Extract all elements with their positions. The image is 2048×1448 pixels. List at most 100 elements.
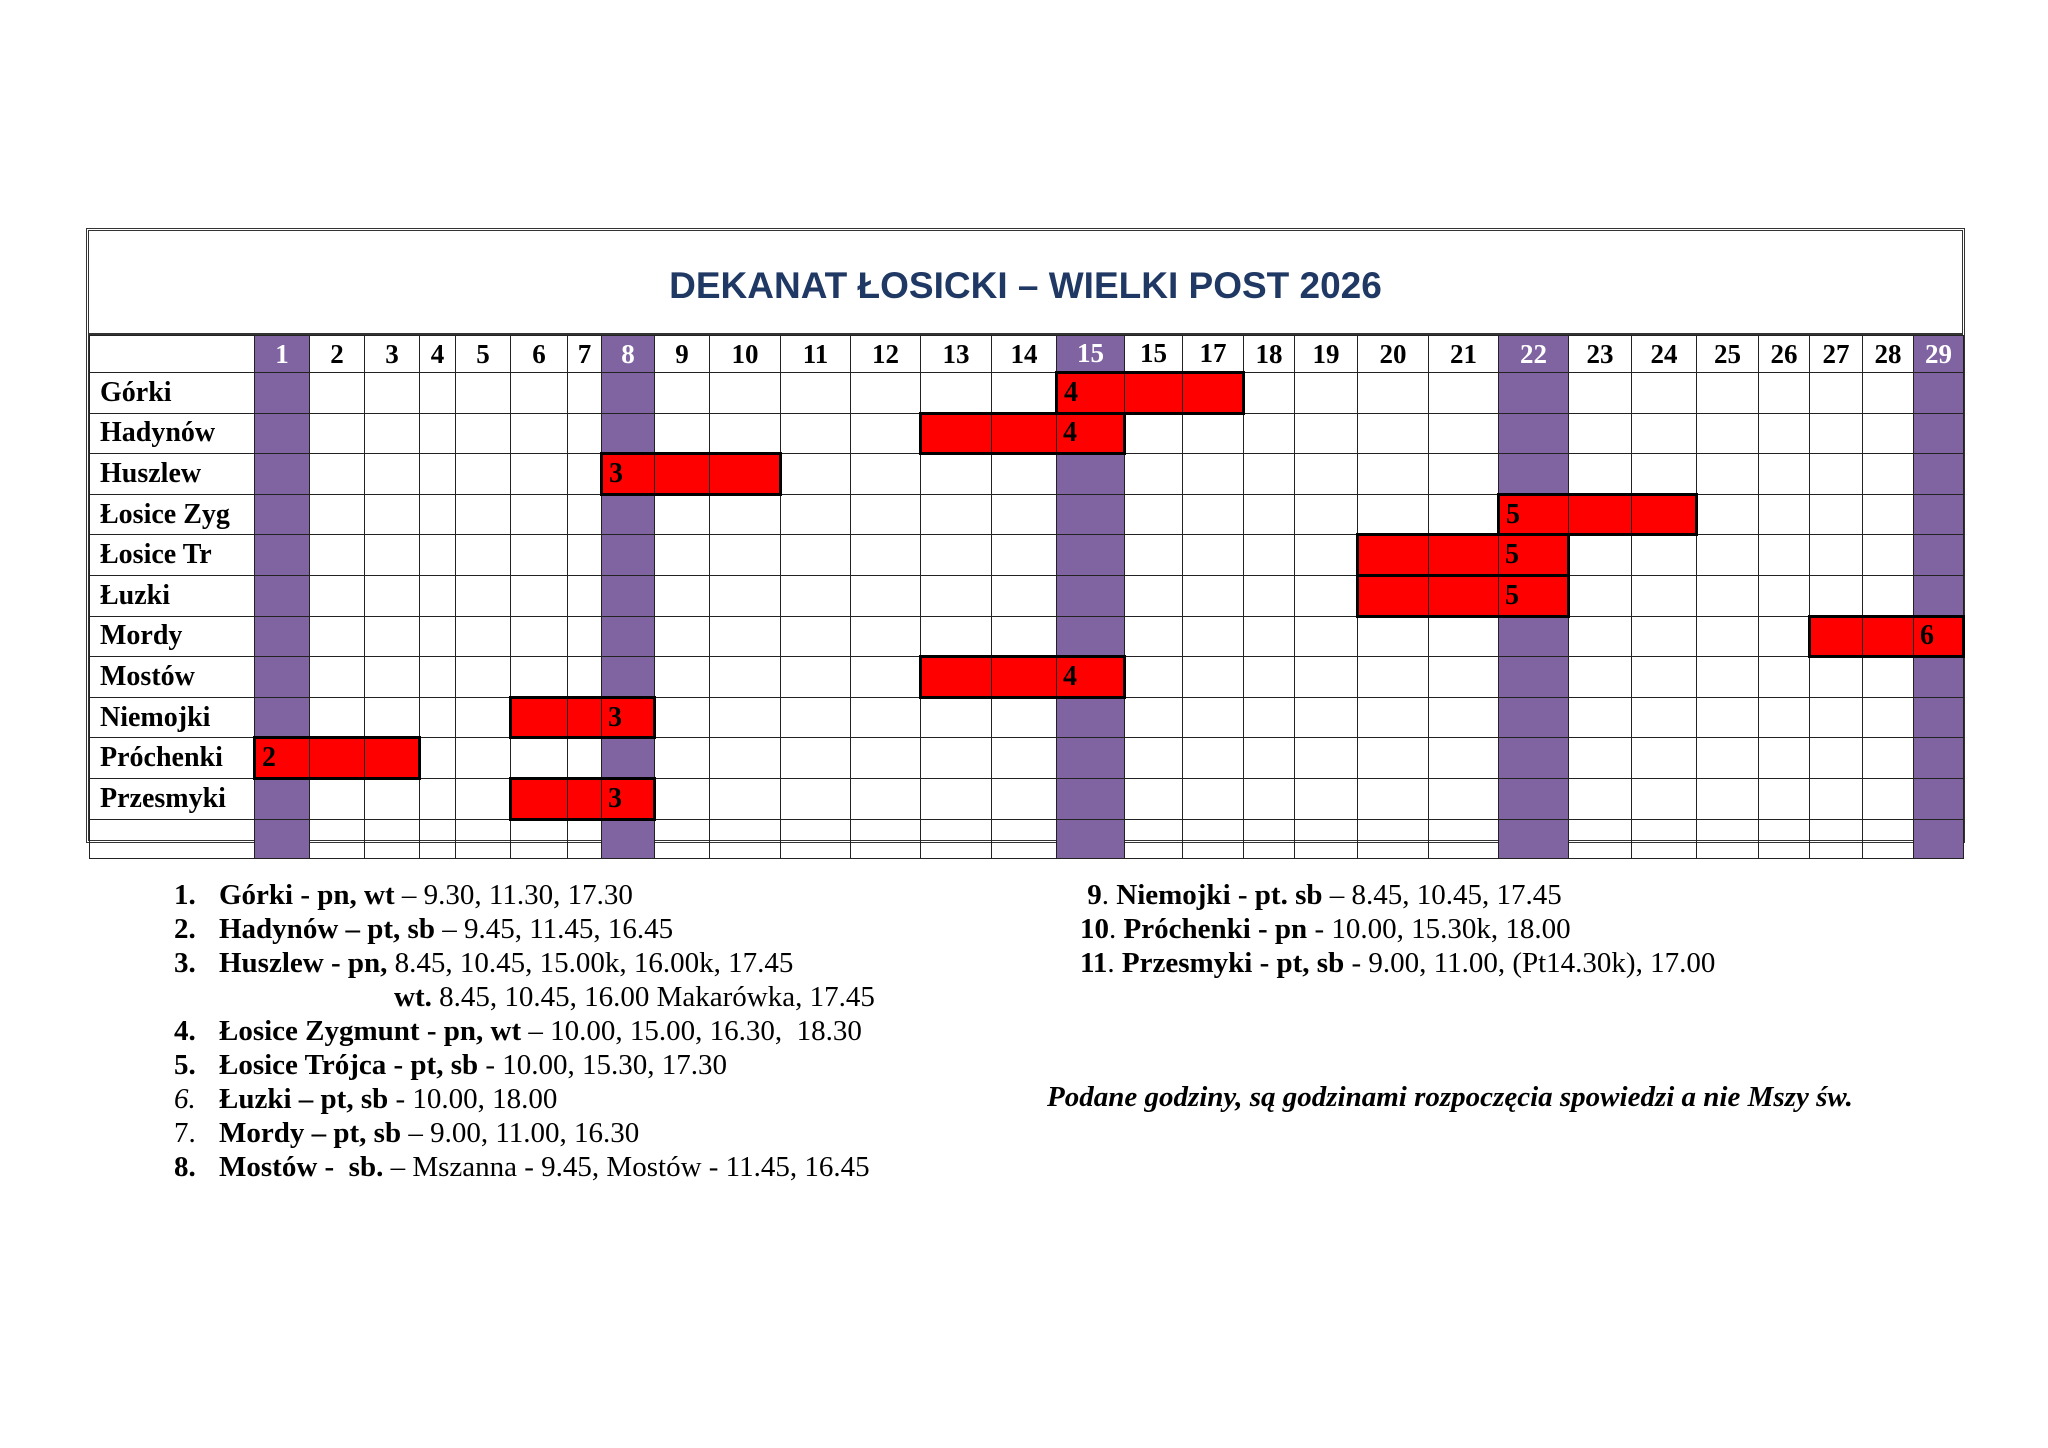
day-cell: [309, 696, 365, 739]
day-cell: [254, 615, 310, 658]
day-cell: [1243, 615, 1295, 658]
day-cell: [1758, 818, 1810, 860]
legend-right: 9. Niemojki - pt. sb – 8.45, 10.45, 17.4…: [1080, 878, 1715, 980]
day-cell: [920, 453, 992, 495]
day-cell: [709, 656, 781, 698]
day-cell: [1357, 372, 1429, 414]
day-cell: [1357, 696, 1429, 739]
day-cell: [780, 534, 851, 576]
day-cell: [1913, 534, 1964, 576]
day-cell: [1294, 574, 1358, 617]
legend-parish: Niemojki - pt. sb: [1116, 879, 1323, 911]
day-cell: [1758, 534, 1810, 576]
day-cell: [1696, 574, 1759, 617]
booking-cell: [509, 695, 568, 740]
table-row: Górki 4: [89, 371, 1964, 415]
day-cell: [364, 453, 420, 495]
day-cell: [1243, 453, 1295, 495]
legend-item: 1. Górki - pn, wt – 9.30, 11.30, 17.30: [174, 878, 875, 912]
day-cell: [1758, 453, 1810, 495]
day-cell: [709, 777, 781, 820]
day-cell: [1568, 696, 1632, 739]
day-cell: [419, 574, 456, 617]
day-cell: [1862, 453, 1914, 495]
day-cell: [567, 615, 602, 658]
day-cell: [709, 818, 781, 860]
booking-cell: [1428, 533, 1499, 577]
day-cell: [601, 372, 655, 414]
day-cell: [709, 412, 781, 455]
day-cell: [1696, 412, 1759, 455]
day-cell: [419, 737, 456, 779]
day-cell: [709, 737, 781, 779]
day-cell: [1696, 696, 1759, 739]
booking-cell: [1862, 614, 1914, 659]
day-cell: [1631, 534, 1697, 576]
day-cell: [419, 656, 456, 698]
day-cell: [1568, 412, 1632, 455]
booking-cell: [654, 452, 710, 496]
parish-name: Przesmyki: [89, 777, 255, 820]
day-cell: [1124, 615, 1183, 658]
legend-item: 9. Niemojki - pt. sb – 8.45, 10.45, 17.4…: [1080, 879, 1562, 911]
day-header: 15: [1124, 335, 1183, 373]
day-cell: [1498, 656, 1569, 698]
day-cell: [991, 574, 1057, 617]
day-cell: [1809, 493, 1863, 536]
table-row: Próchenki 2: [89, 736, 1964, 780]
day-cell: [1758, 615, 1810, 658]
day-cell: [850, 818, 921, 860]
booking-cell: [1808, 614, 1863, 659]
booking-cell: 3: [600, 452, 655, 496]
day-cell: [1913, 777, 1964, 820]
day-cell: [1913, 412, 1964, 455]
day-cell: [920, 574, 992, 617]
day-cell: [309, 777, 365, 820]
legend-parish: Mostów - sb.: [219, 1151, 384, 1183]
day-cell: [1568, 777, 1632, 820]
day-header: 19: [1294, 335, 1358, 373]
day-cell: [1124, 493, 1183, 536]
day-cell: [654, 615, 710, 658]
day-cell: [1182, 615, 1244, 658]
day-cell: [780, 818, 851, 860]
day-cell: [1124, 656, 1183, 698]
day-cell: [309, 818, 365, 860]
day-cell: [654, 656, 710, 698]
day-cell: [601, 412, 655, 455]
day-cell: [1758, 493, 1810, 536]
day-cell: [1428, 818, 1499, 860]
day-cell: [254, 534, 310, 576]
day-cell: [455, 574, 511, 617]
day-header: 22: [1498, 335, 1569, 373]
day-cell: [850, 534, 921, 576]
day-cell: [850, 372, 921, 414]
day-cell: [364, 372, 420, 414]
legend-parish: Łosice Trójca - pt, sb: [219, 1049, 479, 1081]
day-cell: [1428, 493, 1499, 536]
day-cell: [254, 656, 310, 698]
day-cell: [1862, 493, 1914, 536]
day-cell: [309, 574, 365, 617]
parish-name: Niemojki: [89, 696, 255, 739]
table-row: Niemojki 3: [89, 695, 1964, 740]
day-cell: [601, 737, 655, 779]
day-cell: [1809, 818, 1863, 860]
day-cell: [455, 737, 511, 779]
legend-number: 2.: [174, 913, 196, 945]
table-row: Mordy 6: [89, 614, 1965, 659]
day-cell: [1357, 412, 1429, 455]
day-cell: [1631, 777, 1697, 820]
day-cell: [455, 615, 511, 658]
booking-cell: 5: [1498, 533, 1570, 577]
legend-hours: – 9.45, 11.45, 16.45: [434, 913, 674, 945]
day-cell: [364, 493, 420, 536]
day-cell: [1124, 696, 1183, 739]
day-cell: [254, 818, 310, 860]
day-cell: [1056, 818, 1125, 860]
table-row: Mostów 4: [89, 655, 1964, 699]
day-header: 21: [1428, 335, 1499, 373]
day-cell: [920, 615, 992, 658]
legend-number: 7.: [174, 1117, 196, 1149]
